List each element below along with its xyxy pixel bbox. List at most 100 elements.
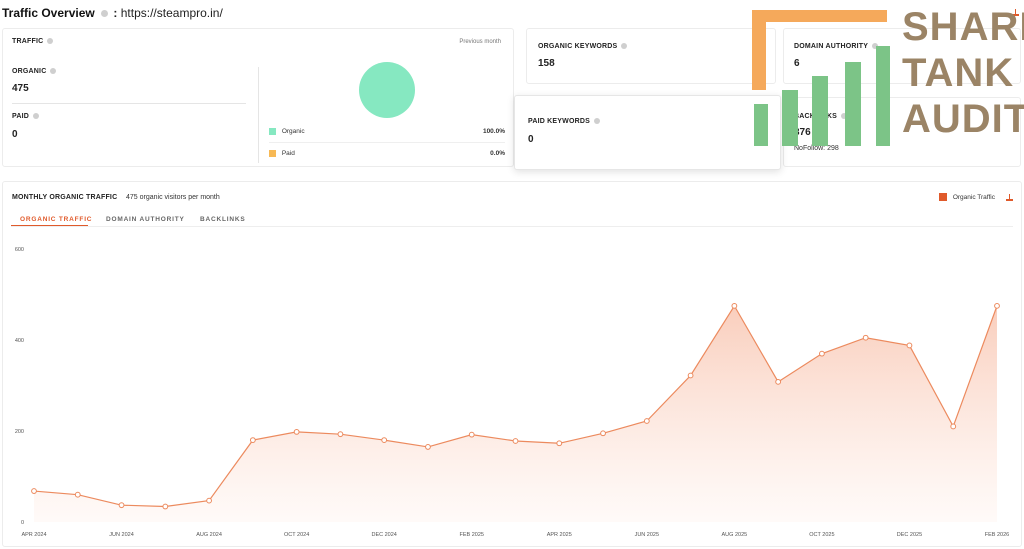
data-point[interactable] (425, 444, 431, 450)
organic-keywords-label-row: ORGANIC KEYWORDS (538, 43, 628, 50)
paid-keywords-label: PAID KEYWORDS (528, 118, 590, 125)
domain-url: https://steampro.in/ (120, 6, 223, 20)
data-point[interactable] (293, 429, 300, 435)
page-title-row: Traffic Overview : https://steampro.in/ (2, 6, 223, 20)
x-tick-label: AUG 2025 (722, 532, 748, 538)
logo-green-bar (845, 62, 861, 146)
shark-tank-audits-logo: SHARK TANK AUDITS (752, 6, 1024, 146)
data-point[interactable] (249, 437, 256, 444)
data-point[interactable] (819, 350, 825, 357)
info-icon[interactable] (33, 113, 40, 120)
logo-text-audits: AUDITS (902, 97, 1024, 141)
x-tick-label: DEC 2025 (897, 532, 922, 538)
x-tick-label: JUN 2024 (109, 532, 133, 538)
x-tick-label: APR 2025 (547, 532, 572, 538)
period-label: Previous month (459, 39, 501, 45)
x-tick-label: JUN 2025 (635, 532, 659, 538)
paid-label-row: PAID (12, 113, 40, 120)
domain-authority-label: DOMAIN AUTHORITY (794, 43, 869, 50)
info-icon[interactable] (101, 10, 109, 18)
legend-paid: Paid 0.0% (269, 150, 505, 157)
logo-green-bar (782, 90, 798, 146)
paid-keywords-label-row: PAID KEYWORDS (528, 118, 600, 125)
tab-organic-traffic[interactable]: ORGANIC TRAFFIC (20, 216, 93, 223)
x-tick-label: APR 2024 (21, 532, 46, 538)
tab-domain-authority[interactable]: DOMAIN AUTHORITY (106, 216, 185, 223)
data-point[interactable] (600, 430, 606, 437)
logo-green-bar (876, 46, 890, 146)
monthly-traffic-subtitle: 475 organic visitors per month (126, 194, 220, 201)
paid-label: PAID (12, 113, 30, 120)
vertical-divider (258, 67, 259, 163)
traffic-label: TRAFFIC (12, 38, 44, 45)
traffic-label-row: TRAFFIC (12, 38, 54, 45)
nofollow-count: NoFollow: 298 (794, 145, 839, 152)
organic-legend-swatch (269, 128, 276, 135)
logo-green-bar (754, 104, 768, 146)
backlinks-value: 376 (794, 127, 811, 138)
legend-organic-label: Organic (281, 128, 305, 136)
info-icon[interactable] (593, 118, 600, 125)
x-tick-label: OCT 2025 (809, 532, 834, 538)
organic-label: ORGANIC (12, 68, 47, 75)
paid-keywords-card: PAID KEYWORDS 0 (514, 95, 781, 170)
download-icon[interactable] (1012, 9, 1019, 16)
y-tick-label: 200 (15, 429, 24, 435)
data-point[interactable] (381, 437, 388, 444)
chart-download-icon[interactable] (1006, 194, 1013, 201)
info-icon[interactable] (47, 38, 54, 45)
data-point[interactable] (556, 440, 563, 447)
data-point[interactable] (206, 497, 212, 504)
logo-green-bar (812, 76, 828, 146)
info-icon[interactable] (841, 113, 848, 120)
paid-legend-swatch (269, 150, 276, 157)
data-point[interactable] (775, 378, 782, 385)
y-tick-label: 0 (21, 520, 24, 526)
organic-traffic-legend-swatch (939, 193, 947, 201)
data-point[interactable] (337, 431, 344, 438)
chart-legend-label: Organic Traffic (952, 193, 995, 201)
domain-authority-value: 6 (794, 58, 800, 69)
data-point[interactable] (31, 488, 37, 494)
organic-keywords-card: ORGANIC KEYWORDS 158 (526, 28, 776, 84)
chart-legend: Organic Traffic (939, 193, 995, 201)
data-point[interactable] (950, 423, 957, 430)
paid-keywords-value: 0 (528, 134, 534, 145)
data-point[interactable] (162, 503, 169, 510)
data-point[interactable] (643, 418, 650, 424)
legend-organic-percent: 100.0% (482, 128, 505, 135)
traffic-pie-chart (359, 62, 415, 118)
page-title: Traffic Overview (2, 6, 95, 20)
tabs-divider (11, 226, 1013, 227)
paid-value: 0 (12, 129, 18, 140)
domain-authority-label-row: DOMAIN AUTHORITY (794, 43, 879, 50)
data-point[interactable] (906, 342, 913, 349)
data-point[interactable] (862, 334, 869, 341)
data-point[interactable] (731, 302, 738, 309)
tab-backlinks[interactable]: BACKLINKS (200, 216, 246, 223)
area-fill (34, 305, 997, 522)
info-icon[interactable] (621, 43, 628, 50)
active-tab-underline (11, 225, 88, 227)
domain-authority-card: DOMAIN AUTHORITY 6 (783, 28, 1021, 84)
data-point[interactable] (468, 431, 475, 438)
info-icon[interactable] (872, 43, 879, 50)
organic-label-row: ORGANIC (12, 68, 57, 75)
y-tick-label: 400 (15, 338, 24, 344)
logo-orange-bar (752, 10, 766, 90)
legend-organic: Organic 100.0% (269, 128, 505, 135)
info-icon[interactable] (50, 68, 57, 75)
monthly-traffic-title: MONTHLY ORGANIC TRAFFIC (12, 194, 118, 201)
logo-orange-bar (752, 10, 887, 22)
legend-paid-label: Paid (281, 150, 295, 158)
data-point[interactable] (687, 372, 694, 379)
data-point[interactable] (994, 302, 1000, 309)
x-tick-label: DEC 2024 (371, 532, 396, 538)
x-tick-label: AUG 2024 (196, 532, 222, 538)
data-point[interactable] (74, 491, 81, 498)
logo-text-shark: SHARK (902, 5, 1024, 49)
data-point[interactable] (512, 438, 519, 444)
logo-text-tank: TANK (902, 51, 1015, 95)
data-point[interactable] (118, 502, 125, 509)
